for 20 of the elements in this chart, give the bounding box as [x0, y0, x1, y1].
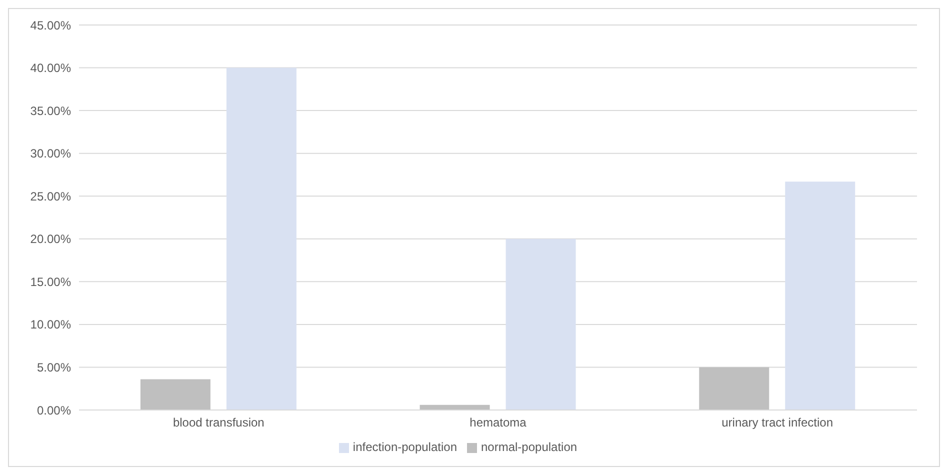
y-tick-label: 30.00%: [30, 146, 72, 161]
bar: [699, 367, 770, 410]
bar: [506, 238, 576, 410]
y-tick-label: 45.00%: [30, 18, 72, 32]
x-tick-label: urinary tract infection: [722, 416, 834, 430]
y-tick-label: 0.00%: [36, 403, 72, 418]
y-tick-label: 5.00%: [36, 360, 72, 374]
bar: [226, 68, 296, 410]
bar: [140, 379, 210, 410]
x-tick-label: blood transfusion: [172, 416, 264, 430]
y-tick-label: 35.00%: [30, 104, 72, 118]
y-tick-label: 20.00%: [30, 232, 72, 246]
bar: [785, 182, 856, 410]
x-tick-label: hematoma: [470, 416, 527, 430]
legend-label: infection-population: [352, 440, 457, 454]
y-tick-label: 25.00%: [30, 189, 72, 204]
legend-label: normal-population: [481, 440, 578, 454]
y-tick-label: 15.00%: [30, 274, 72, 289]
y-tick-label: 40.00%: [30, 61, 72, 76]
y-tick-label: 10.00%: [30, 318, 72, 332]
